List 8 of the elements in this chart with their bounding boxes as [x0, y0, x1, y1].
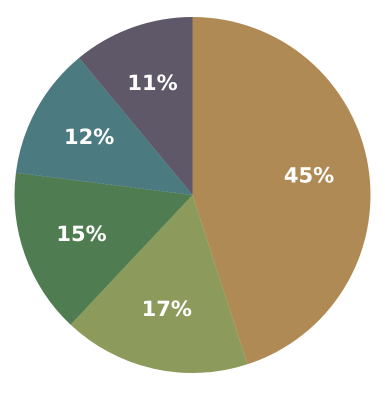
- data-label: 15%: [56, 222, 107, 246]
- data-label: 12%: [64, 125, 114, 150]
- data-label: 11%: [127, 70, 178, 95]
- pie-slice: [14, 172, 192, 325]
- pie-slice: [192, 17, 370, 364]
- pie-slice: [16, 58, 192, 195]
- data-label: 45%: [284, 164, 334, 188]
- data-label: 17%: [142, 297, 192, 322]
